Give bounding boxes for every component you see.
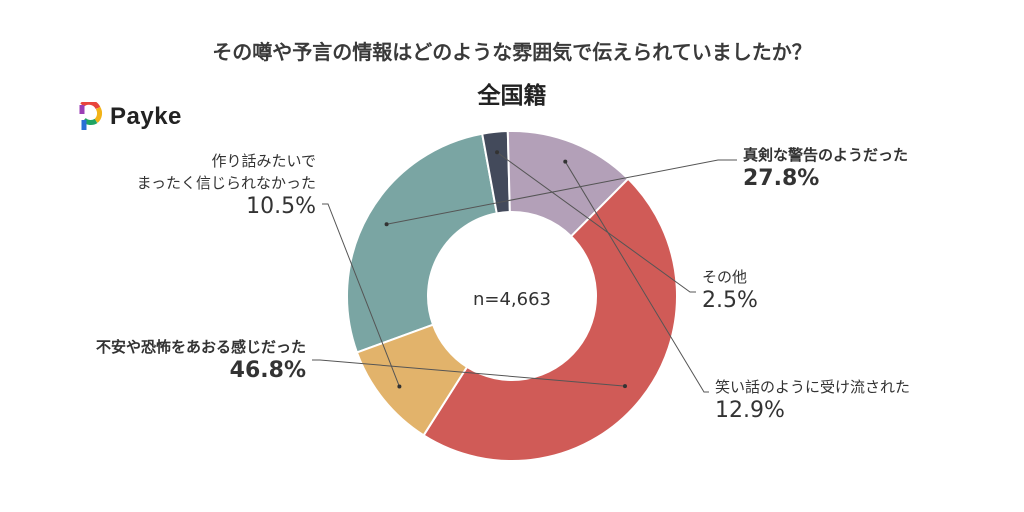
chart-subtitle: 全国籍 [477,83,547,109]
slice-value-5: 10.5% [246,194,316,219]
slice-label-4: 不安や恐怖をあおる感じだった [96,338,306,356]
leader-line-3 [564,161,709,393]
brand-logo: Payke [78,100,182,134]
slice-value-3: 12.9% [715,398,785,423]
slice-4 [422,177,678,462]
brand-name: Payke [110,103,182,130]
slice-label-5: 作り話みたいで [211,152,316,170]
payke-logo-icon [79,102,103,130]
slice-label-1: 真剣な警告のようだった [743,146,908,164]
slice-label-3: 笑い話のように受け流された [715,378,910,396]
sample-size-label: n=4,663 [473,289,551,310]
leader-line-4 [312,359,626,387]
leader-line-5 [322,203,400,387]
leader-dot-5 [397,384,402,389]
leader-dot-4 [622,384,627,389]
chart-title: その噂や予言の情報はどのような雰囲気で伝えられていましたか？ [212,40,812,64]
leader-line-2 [496,151,696,293]
leader-line-1 [386,159,737,225]
slice-label-5: まったく信じられなかった [137,174,316,192]
leader-dot-1 [384,222,389,227]
slice-value-1: 27.8% [743,166,819,191]
leader-dot-2 [495,150,500,155]
slice-value-2: 2.5% [702,288,758,313]
slice-label-2: その他 [702,268,747,286]
leader-dot-3 [563,159,568,164]
slice-1 [346,132,498,354]
slice-5 [355,323,469,437]
slice-value-4: 46.8% [230,358,306,383]
